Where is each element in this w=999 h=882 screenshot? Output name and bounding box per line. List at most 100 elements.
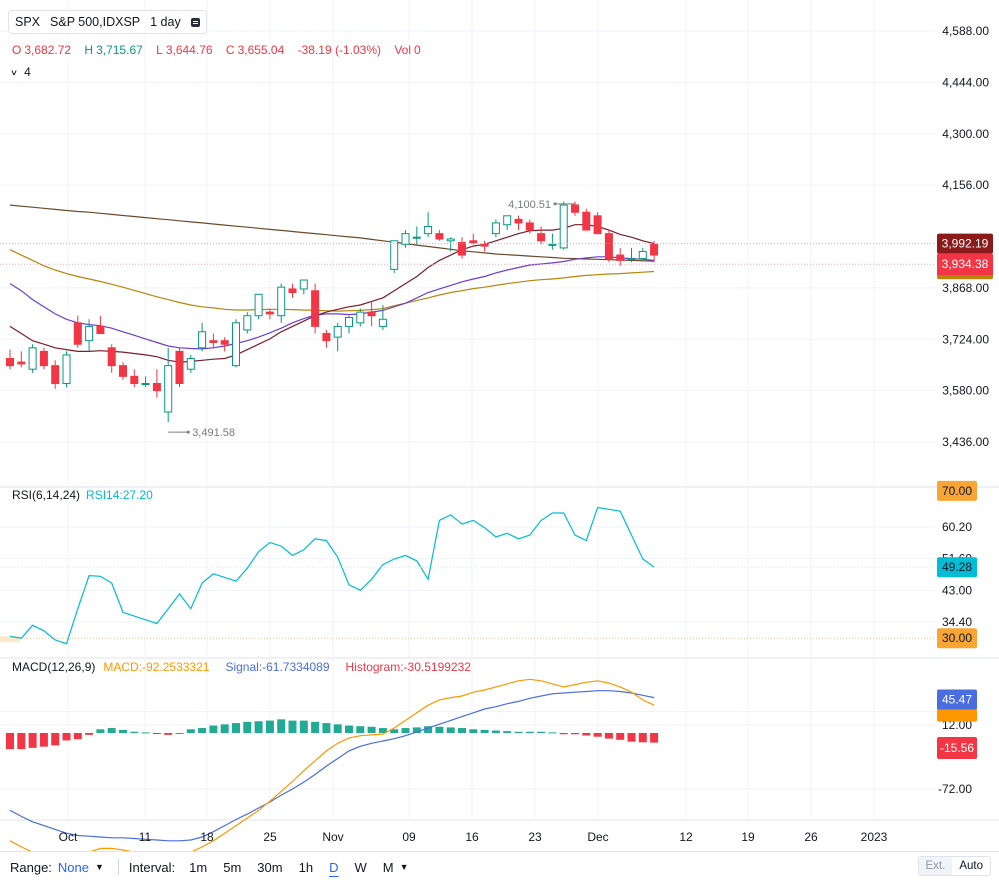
macd-histogram-bar: [6, 733, 14, 750]
candle-body: [491, 222, 500, 235]
interval-w[interactable]: W: [354, 859, 367, 875]
macd-histogram-bar: [152, 733, 161, 734]
macd-histogram-bar: [277, 719, 286, 733]
chevron-down-icon[interactable]: ∨: [10, 68, 19, 78]
candle-body: [119, 365, 127, 377]
macd-histogram-bar: [345, 725, 353, 733]
interval-d[interactable]: D: [329, 859, 339, 875]
candle-body: [265, 311, 274, 315]
ma-fast-price-text: 3,992.19: [942, 237, 989, 251]
price-axis-tick: 3,868.00: [942, 281, 989, 295]
macd-histogram-bar: [469, 729, 478, 733]
indicators-toggle[interactable]: ∨ 4: [10, 65, 31, 79]
histogram-last-text: -15.56: [940, 741, 974, 755]
time-axis-tick: 19: [741, 830, 755, 844]
interval-m[interactable]: M: [382, 859, 394, 875]
macd-histogram-bar: [198, 728, 207, 733]
low-annotation: 3,491.58: [192, 427, 235, 439]
divider: [117, 859, 119, 875]
candle-body: [604, 233, 613, 260]
candle-body: [198, 331, 207, 349]
indicator-count: 4: [24, 65, 31, 79]
low-value: 3,644.76: [165, 43, 213, 57]
candle-body: [412, 236, 421, 239]
candle-body: [85, 325, 94, 342]
time-axis-tick: Nov: [322, 830, 343, 844]
candle-body: [322, 333, 331, 342]
macd-histogram-bar: [17, 733, 26, 750]
candle-body: [243, 315, 252, 331]
macd-histogram-bar: [51, 733, 60, 746]
price-axis-tick: 3,436.00: [942, 435, 989, 449]
macd-histogram-bar: [356, 726, 365, 733]
symbol-bar[interactable]: SPX S&P 500,IDXSP 1 day: [8, 10, 207, 34]
low-label: L: [156, 43, 163, 57]
macd-histogram-bar: [220, 724, 229, 733]
rsi-oversold-label: [937, 628, 977, 649]
macd-histogram-bar: [96, 729, 105, 733]
interval-5m[interactable]: 5m: [223, 859, 242, 875]
candle-body: [548, 243, 557, 246]
caret-down-icon[interactable]: ▼: [95, 862, 104, 872]
macd-histogram-bar: [164, 733, 173, 735]
ticker: SPX: [15, 15, 41, 29]
candle-body: [525, 222, 534, 231]
candle-body: [616, 254, 625, 261]
candle-body: [73, 322, 82, 345]
histogram-value: Histogram:-30.5199232: [345, 660, 471, 674]
signal-value: Signal:-61.7334089: [225, 660, 330, 674]
candle-body: [571, 204, 579, 213]
caret-down-icon[interactable]: ▼: [399, 862, 409, 872]
price-axis-tick: 4,444.00: [942, 75, 989, 89]
macd-histogram-bar: [638, 733, 647, 743]
candle-body: [593, 215, 602, 235]
candle-body: [6, 358, 14, 367]
range-select[interactable]: None: [57, 859, 89, 875]
ma-mid-line: [9, 256, 655, 350]
candle-body: [107, 347, 116, 367]
rsi-oversold-text: 30.00: [942, 631, 972, 645]
ext-button[interactable]: Ext.: [918, 857, 953, 875]
calendar-icon[interactable]: [190, 17, 200, 27]
price-axis-tick: 3,724.00: [942, 332, 989, 346]
interval-label-text: Interval:: [128, 859, 176, 875]
candle-body: [39, 350, 48, 367]
signal-last-text: 45.47: [942, 692, 972, 706]
macd-histogram-bar: [243, 721, 252, 733]
candle-body: [141, 382, 150, 385]
interval-label[interactable]: 1 day: [150, 15, 181, 29]
close-label: C: [225, 43, 235, 57]
signal-last-label: [937, 689, 977, 710]
candle-body: [62, 354, 71, 384]
last-price-text: 3,934.38: [942, 257, 989, 271]
candle-body: [638, 250, 647, 260]
macd-histogram-bar: [186, 729, 195, 733]
time-axis-tick: 16: [465, 830, 479, 844]
rsi-title: RSI(6,14,24): [12, 488, 81, 502]
chart-canvas[interactable]: 4,588.00 4,444.00 4,300.00 4,156.00 3,868.00…: [0, 0, 999, 851]
candle-body: [175, 350, 184, 384]
interval-1m[interactable]: 1m: [189, 859, 208, 875]
macd-histogram-bar: [141, 732, 150, 734]
macd-line: [9, 678, 655, 851]
volume-value: 0: [414, 43, 421, 57]
candle-body: [96, 325, 105, 335]
candle-body: [254, 293, 263, 317]
macd-histogram-bar: [446, 727, 455, 733]
auto-button[interactable]: Auto: [959, 860, 983, 872]
candle-body: [627, 258, 636, 261]
macd-histogram-bar: [582, 733, 591, 736]
close-value: 3,655.04: [237, 43, 285, 57]
open-label: O: [12, 43, 22, 57]
candle-body: [209, 340, 218, 343]
macd-histogram-bar: [390, 729, 399, 733]
high-value: 3,715.67: [96, 43, 143, 57]
candle-body: [469, 240, 478, 244]
macd-histogram-bar: [232, 723, 240, 733]
interval-1h[interactable]: 1h: [298, 859, 314, 875]
interval-30m[interactable]: 30m: [257, 859, 283, 875]
ma-fast-price-label: [937, 233, 993, 254]
open-value: 3,682.72: [24, 43, 72, 57]
macd-histogram-bar: [209, 725, 218, 733]
macd-histogram-bar: [627, 733, 636, 742]
